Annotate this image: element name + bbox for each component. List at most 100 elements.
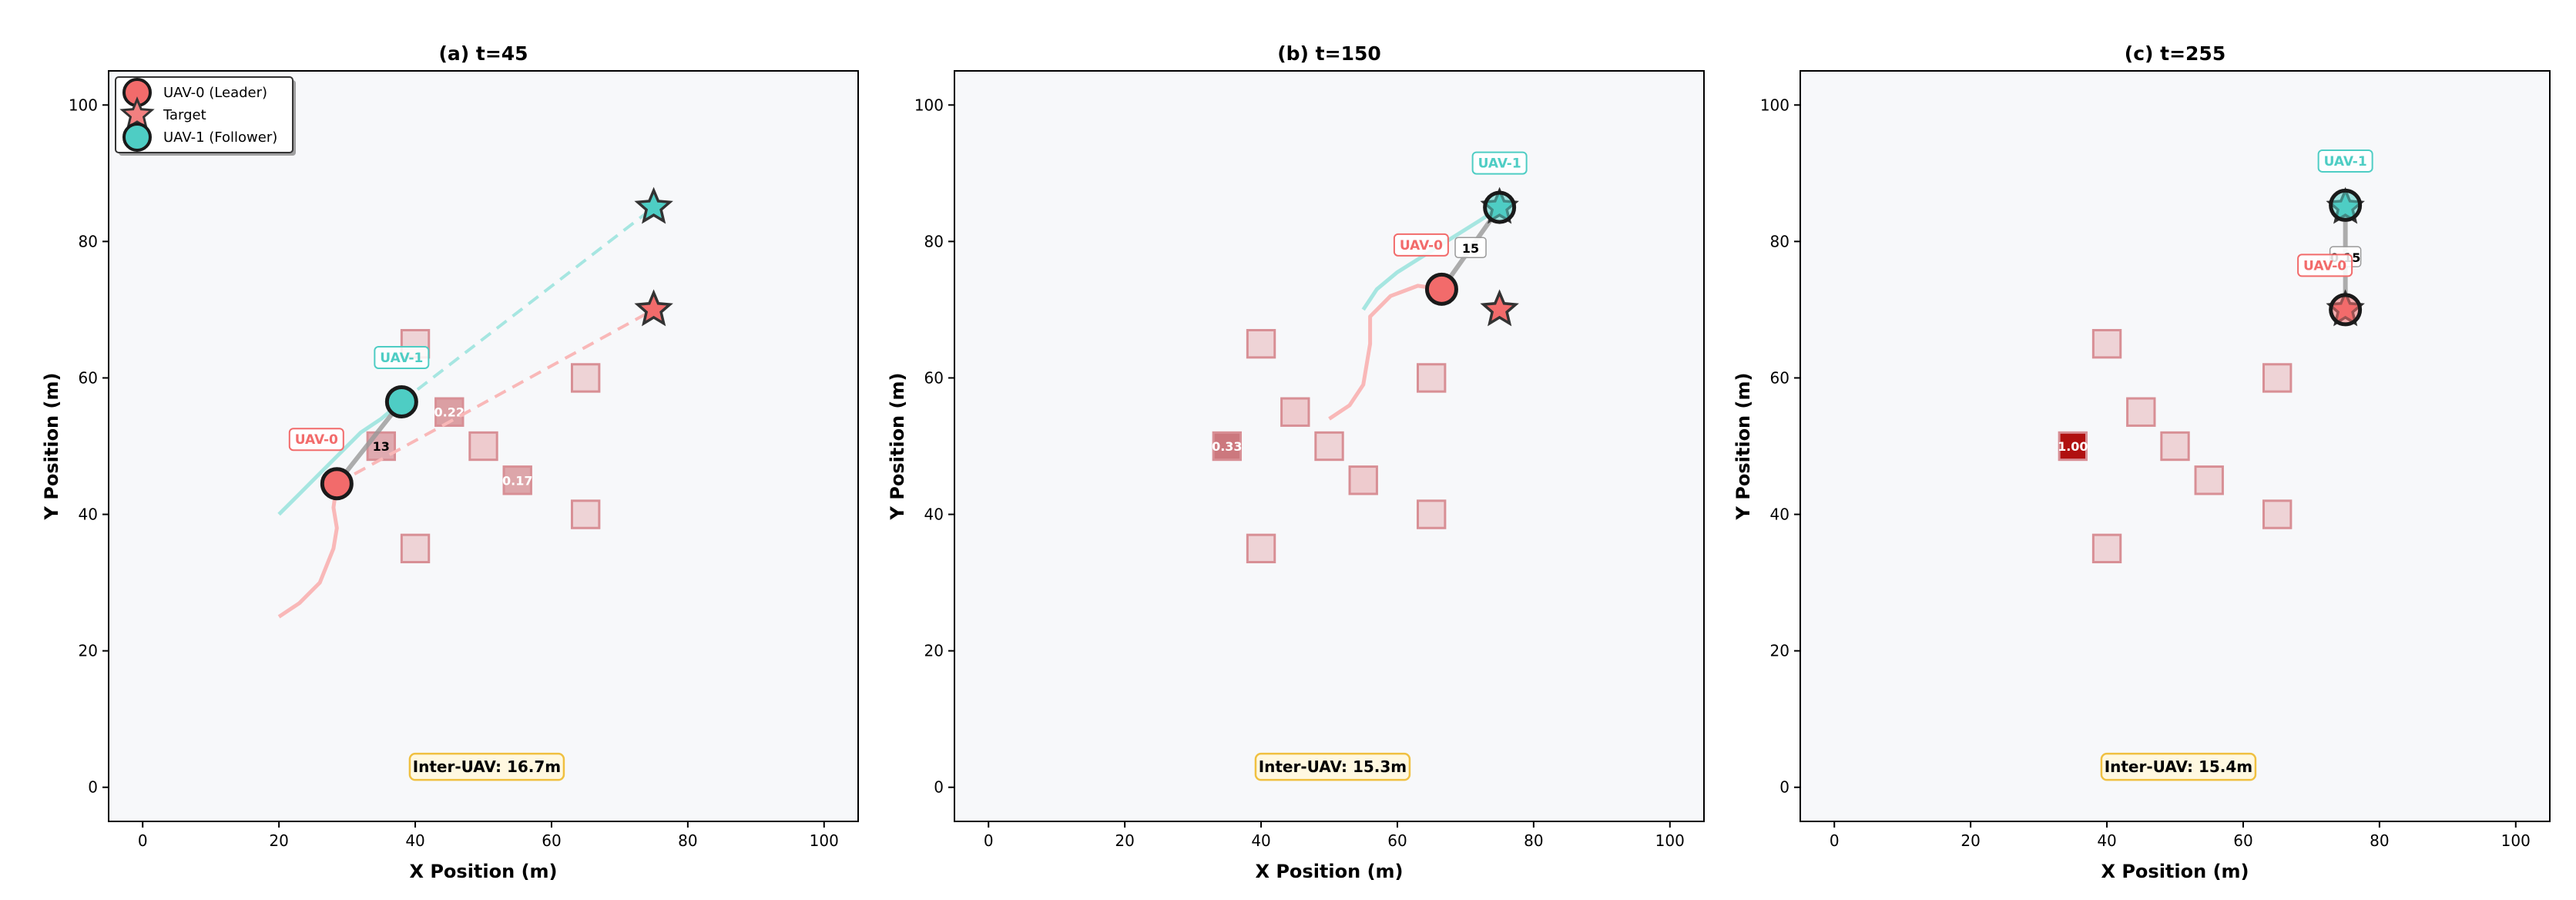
uav-1-follower-marker: [1483, 190, 1517, 224]
legend-marker-star: [119, 96, 155, 130]
obstacle-3: [1212, 431, 1243, 462]
axes-frame: [1800, 70, 2551, 822]
obstacle-0: [1246, 328, 1276, 359]
x-tick-label: 60: [1387, 831, 1407, 850]
x-tick-label: 20: [1961, 831, 1980, 850]
follower-target-line: [401, 206, 655, 404]
uav-0-leader-marker: [320, 467, 354, 501]
uav-0-label: UAV-0: [1400, 238, 1443, 254]
x-tick-label: 0: [138, 831, 148, 850]
panel-0: 0.22 13 0.17 UAV-0 UAV-1 Inter-UAV: 16.7m 0 20 4…: [41, 42, 859, 882]
uav-0-label-box: [288, 428, 344, 452]
obstacle-1: [1416, 363, 1447, 393]
y-tick-label: 20: [1770, 642, 1789, 660]
inter-uav-status: Inter-UAV: 16.7m: [413, 757, 561, 776]
y-tick-label: 100: [1760, 96, 1789, 114]
y-axis-label: Y Position (m): [887, 373, 908, 521]
x-tick-label: 40: [405, 831, 424, 850]
x-tick-label: 80: [2370, 831, 2389, 850]
x-tick-label: 80: [678, 831, 697, 850]
panels: 0.22 13 0.17 UAV-0 UAV-1 Inter-UAV: 16.7m 0 20 4…: [41, 42, 2551, 882]
obstacle-6: [2262, 499, 2293, 529]
x-tick-label: 100: [2501, 831, 2531, 850]
y-tick-label: 60: [1770, 368, 1789, 387]
y-tick-label: 0: [934, 778, 944, 797]
y-tick-label: 100: [914, 96, 944, 114]
y-tick-label: 40: [924, 505, 944, 524]
y-tick-label: 0: [1779, 778, 1789, 797]
obstacle-5: [1348, 465, 1378, 495]
obstacle-intensity-label: 1.00: [2058, 439, 2088, 454]
uav-0-label: UAV-0: [2303, 258, 2346, 274]
uav-1-follower-marker: [384, 385, 418, 418]
x-tick-label: 60: [2233, 831, 2252, 850]
uav-0-label-box: [1393, 233, 1449, 257]
panel-1: 0.33 15 UAV-0 UAV-1 Inter-UAV: 15.3m 0 20 40 60 8…: [887, 42, 1705, 882]
y-tick-label: 40: [79, 505, 98, 524]
panel-title: (c) t=255: [2125, 42, 2225, 65]
obstacle-1: [2262, 363, 2293, 393]
legend-marker-circle: [122, 123, 152, 152]
x-tick-label: 100: [1655, 831, 1685, 850]
obstacle-7: [2091, 533, 2122, 564]
y-tick-label: 0: [88, 778, 98, 797]
x-axis-label: X Position (m): [409, 861, 557, 882]
obstacle-0: [2091, 328, 2122, 359]
uav-0-leader-marker: [2329, 293, 2363, 327]
y-axis-label: Y Position (m): [41, 373, 62, 521]
inter-uav-status-box: [408, 752, 565, 781]
legend-label: UAV-0 (Leader): [163, 85, 267, 101]
obstacle-6: [570, 499, 601, 529]
legend: UAV-0 (Leader) Target UAV-1 (Follower): [115, 76, 296, 156]
y-tick-label: 60: [924, 368, 944, 387]
legend-label: Target: [163, 107, 206, 123]
uav-1-label-box: [2317, 149, 2373, 173]
obstacle-5: [502, 465, 532, 495]
obstacle-7: [1246, 533, 1276, 564]
uav-0-leader-marker: [1424, 272, 1458, 306]
uav-0-label-box: [2297, 254, 2353, 277]
link-label-box: [1454, 237, 1487, 258]
obstacle-intensity-label: 0.17: [502, 473, 532, 488]
x-tick-label: 20: [1115, 831, 1134, 850]
inter-uav-status: Inter-UAV: 15.3m: [1259, 757, 1407, 776]
panel-title: (b) t=150: [1277, 42, 1381, 65]
x-axis-label: X Position (m): [1255, 861, 1403, 882]
y-tick-label: 80: [924, 232, 944, 250]
y-tick-label: 80: [79, 232, 98, 250]
obstacle-intensity-label: 0.22: [434, 405, 465, 420]
leader-target-line: [336, 308, 655, 485]
link-distance-label: 15: [1462, 241, 1479, 256]
leader-trail: [277, 483, 339, 619]
axes-frame: [108, 70, 859, 822]
obstacle-4: [1314, 431, 1344, 462]
y-tick-label: 20: [79, 642, 98, 660]
x-axis-label: X Position (m): [2101, 861, 2249, 882]
legend-frame: [115, 76, 293, 153]
obstacle-5: [2194, 465, 2224, 495]
obstacle-4: [2160, 431, 2190, 462]
x-tick-label: 40: [1251, 831, 1270, 850]
obstacle-3: [2058, 431, 2088, 462]
x-tick-label: 20: [269, 831, 288, 850]
legend-label: UAV-1 (Follower): [163, 129, 277, 146]
obstacle-intensity-label: 13: [373, 439, 390, 454]
y-tick-label: 20: [924, 642, 944, 660]
inter-uav-status-box: [2100, 752, 2257, 781]
obstacle-intensity-label: 0.33: [1212, 439, 1242, 454]
obstacle-2: [1280, 397, 1310, 427]
uav-0-label: UAV-0: [295, 432, 338, 448]
uav-1-label-box: [1471, 151, 1528, 175]
inter-uav-link: [334, 400, 404, 485]
axes-frame: [954, 70, 1705, 822]
leader-target-star: [634, 289, 673, 327]
obstacle-7: [400, 533, 431, 564]
uav-1-follower-marker: [2329, 188, 2363, 222]
obstacle-4: [468, 431, 498, 462]
leader-trail: [1328, 284, 1442, 421]
x-tick-label: 60: [542, 831, 561, 850]
y-tick-label: 100: [69, 96, 98, 114]
y-tick-label: 60: [79, 368, 98, 387]
